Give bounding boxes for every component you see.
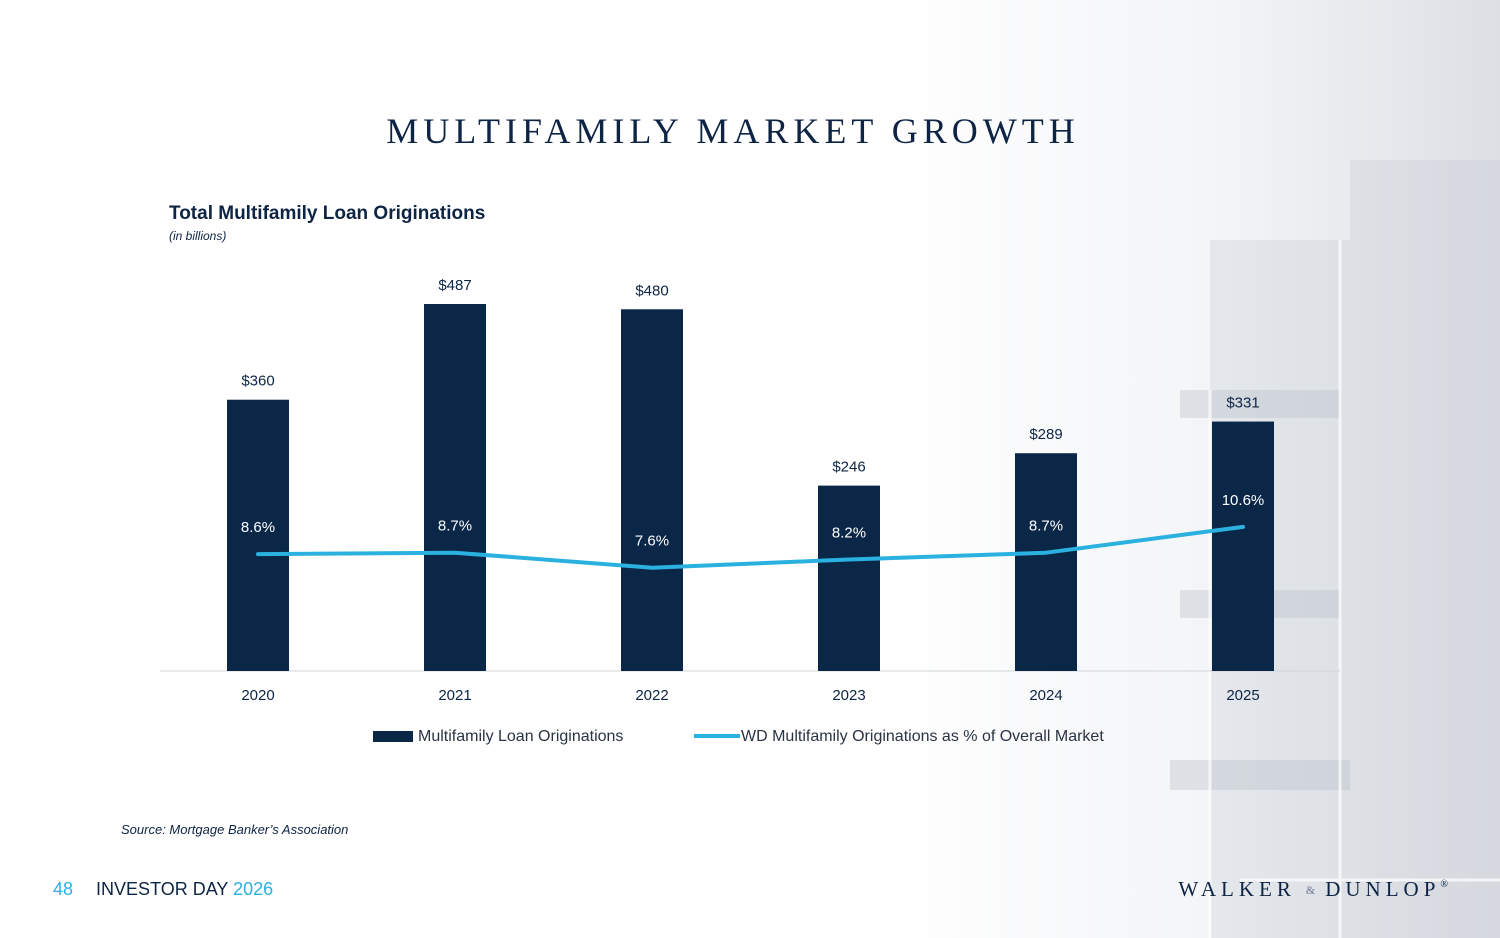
bar-value-label-2022: $480 — [635, 282, 668, 299]
x-tick-2020: 2020 — [241, 687, 274, 704]
x-tick-2025: 2025 — [1226, 687, 1259, 704]
bar-2023 — [818, 485, 880, 671]
bar-value-label-2020: $360 — [241, 373, 274, 390]
event-year: 2026 — [233, 879, 274, 899]
source-note: Source: Mortgage Banker’s Association — [121, 822, 349, 837]
bar-2021 — [424, 304, 486, 671]
line-value-label-2024: 8.7% — [1029, 518, 1063, 535]
line-value-label-2020: 8.6% — [241, 519, 275, 536]
event-name: INVESTOR DAY — [96, 879, 229, 899]
company-logo: WALKER & DUNLOP® — [1178, 877, 1448, 902]
line-value-label-2022: 7.6% — [635, 533, 669, 550]
page-number: 48 — [53, 879, 74, 899]
legend-swatch-bar — [373, 731, 413, 742]
logo-text-walker: WALKER — [1178, 877, 1296, 901]
chart-title: Total Multifamily Loan Originations — [169, 203, 486, 224]
chart-subtitle: (in billions) — [169, 229, 227, 243]
slide-title: MULTIFAMILY MARKET GROWTH — [386, 111, 1080, 151]
line-value-label-2021: 8.7% — [438, 518, 472, 535]
bar-value-label-2025: $331 — [1226, 395, 1259, 412]
series-line-wd-share — [256, 524, 1245, 570]
x-tick-2023: 2023 — [832, 687, 865, 704]
x-tick-2022: 2022 — [635, 687, 668, 704]
bar-value-label-2021: $487 — [438, 277, 471, 294]
bar-value-label-2024: $289 — [1029, 426, 1062, 443]
x-tick-2021: 2021 — [438, 687, 471, 704]
legend-label-bar: Multifamily Loan Originations — [418, 728, 623, 745]
building-photo — [1170, 160, 1500, 938]
background-gradient — [880, 0, 1500, 938]
line-value-label-2025: 10.6% — [1222, 492, 1265, 509]
bar-2022 — [621, 309, 683, 671]
logo-text-dunlop: DUNLOP — [1325, 877, 1441, 901]
legend-label-line: WD Multifamily Originations as % of Over… — [741, 728, 1104, 745]
bar-2024 — [1015, 453, 1077, 671]
x-tick-2024: 2024 — [1029, 687, 1062, 704]
footer: 48 INVESTOR DAY 2026 — [53, 879, 273, 900]
bar-value-label-2023: $246 — [832, 459, 865, 476]
logo-text-amp: & — [1305, 883, 1316, 897]
line-value-label-2023: 8.2% — [832, 525, 866, 542]
bar-2025 — [1212, 421, 1274, 671]
logo-text-reg: ® — [1440, 879, 1448, 890]
bar-2020 — [227, 399, 289, 671]
